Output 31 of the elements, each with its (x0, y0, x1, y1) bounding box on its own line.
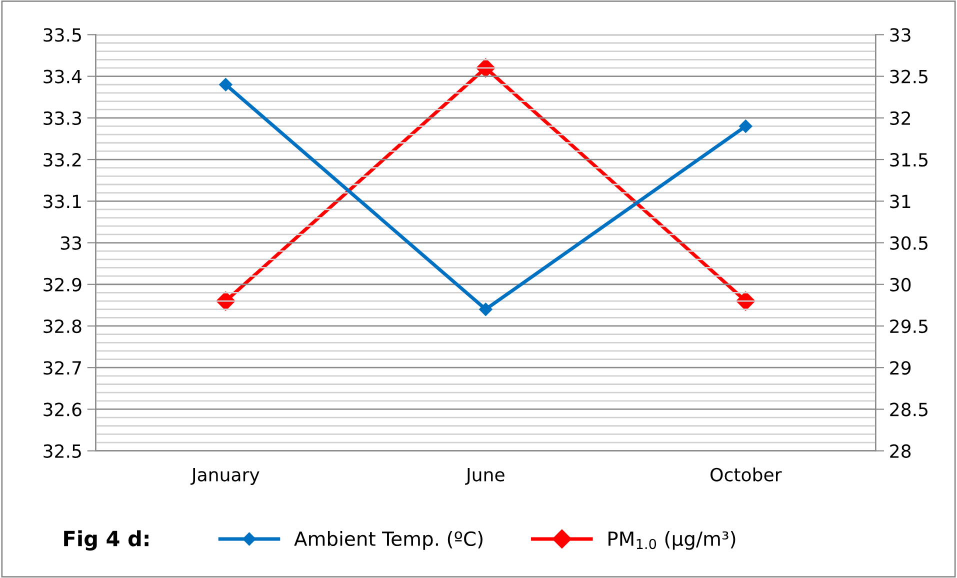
y2-tick-label: 28 (890, 444, 911, 458)
y2-tick-label: 33 (890, 28, 910, 42)
y-tick-label: 33 (60, 236, 82, 250)
legend-label: Ambient Temp. (ºC) (294, 531, 482, 550)
y-tick-label: 33.2 (44, 152, 81, 167)
legend-label: PM$_{1.0}$ (µg/m³) (608, 531, 736, 550)
y-tick-label: 33.5 (44, 28, 81, 42)
y2-tick-label: 30.5 (890, 236, 928, 250)
x-tick-label: October (710, 468, 782, 482)
x-tick-label: June (465, 468, 504, 485)
y2-tick-label: 29.5 (890, 319, 928, 334)
y-tick-label: 32.8 (44, 319, 82, 334)
y2-tick-label: 31.5 (890, 152, 928, 167)
y-tick-label: 33.1 (44, 194, 81, 208)
y-tick-label: 32.6 (44, 402, 82, 416)
y2-tick-label: 32 (890, 111, 910, 126)
y2-tick-label: 31 (890, 194, 910, 208)
y-tick-label: 32.7 (44, 361, 81, 375)
point (219, 78, 232, 92)
y2-tick-label: 29 (890, 361, 911, 375)
point (739, 120, 752, 133)
y-tick-label: 33.4 (44, 70, 82, 84)
y-tick-label: 33.3 (44, 111, 82, 126)
y-tick-label: 32.5 (44, 444, 81, 458)
point (479, 302, 492, 316)
x-tick-label: January (190, 468, 260, 485)
y2-tick-label: 32.5 (890, 70, 928, 84)
y2-tick-label: 30 (890, 278, 911, 292)
y2-tick-label: 28.5 (890, 402, 928, 416)
caption: Fig 4 d: (64, 530, 148, 551)
y-tick-label: 32.9 (44, 278, 82, 292)
